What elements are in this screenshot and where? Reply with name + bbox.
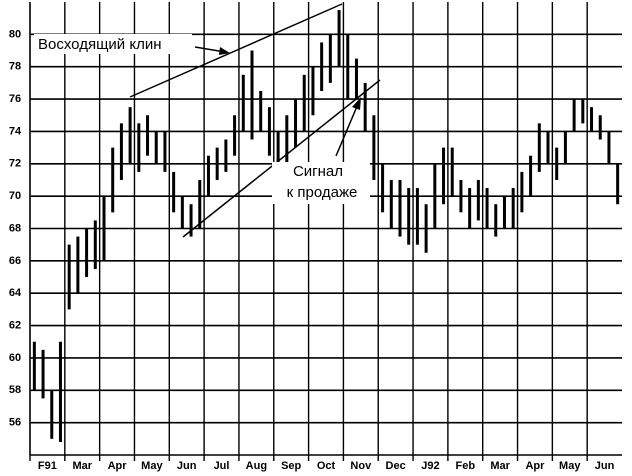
y-tick-label: 78 — [9, 61, 21, 73]
x-tick-label: Jun — [595, 460, 615, 472]
x-tick-label: Apr — [525, 460, 545, 472]
x-tick-label: Feb — [456, 460, 476, 472]
label-bg — [272, 162, 370, 204]
price-bars — [32, 10, 620, 443]
y-tick-label: 56 — [9, 417, 21, 429]
y-tick-label: 68 — [9, 222, 21, 234]
y-tick-label: 60 — [9, 352, 21, 364]
arrow-head — [219, 47, 230, 55]
x-tick-label: F91 — [38, 460, 57, 472]
x-tick-label: May — [559, 460, 581, 472]
x-tick-label: Apr — [108, 460, 128, 472]
x-tick-label: Nov — [350, 460, 372, 472]
y-tick-label: 64 — [9, 287, 22, 299]
y-tick-label: 66 — [9, 255, 21, 267]
y-tick-label: 80 — [9, 28, 21, 40]
annotation: Восходящий клин — [38, 36, 161, 53]
y-tick-label: 58 — [9, 384, 21, 396]
annotation: Сигнал — [293, 163, 343, 180]
x-tick-label: May — [141, 460, 163, 472]
x-tick-label: Aug — [246, 460, 267, 472]
x-tick-label: Oct — [317, 460, 336, 472]
annotation: к продаже — [287, 184, 358, 201]
y-tick-label: 76 — [9, 93, 21, 105]
y-tick-label: 70 — [9, 190, 21, 202]
x-tick-label: Sep — [281, 460, 301, 472]
x-tick-label: J92 — [421, 460, 439, 472]
y-tick-label: 74 — [9, 125, 22, 137]
x-tick-label: Dec — [386, 460, 406, 472]
arrow — [335, 103, 359, 157]
label-bg — [34, 34, 192, 54]
arrow-head — [352, 97, 361, 110]
x-tick-label: Jul — [214, 460, 230, 472]
y-tick-label: 72 — [9, 158, 21, 170]
y-tick-label: 62 — [9, 319, 21, 331]
x-tick-label: Jun — [177, 460, 197, 472]
x-tick-label: Mar — [72, 460, 92, 472]
x-tick-label: Mar — [490, 460, 510, 472]
trend-line-upper — [129, 3, 343, 98]
trend-line-lower — [182, 79, 381, 238]
